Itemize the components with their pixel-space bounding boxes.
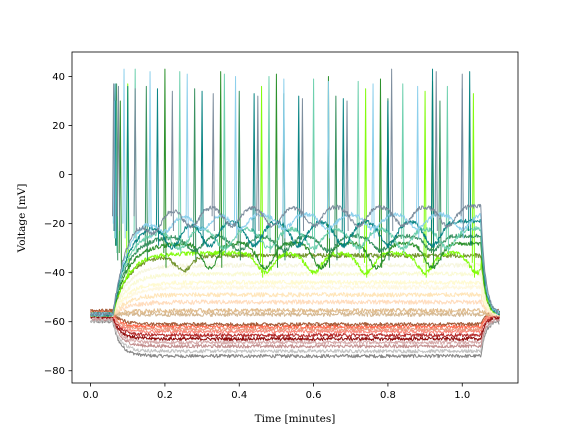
y-tick-label: 40	[52, 72, 65, 83]
y-tick-label: 0	[59, 170, 65, 181]
y-tick-label: −20	[44, 219, 65, 230]
x-axis-label: Time [minutes]	[255, 413, 336, 425]
voltage-trace-7	[90, 312, 500, 334]
voltage-trace-24	[90, 68, 500, 317]
plot-frame	[71, 51, 519, 384]
voltage-trace-17	[90, 271, 500, 317]
x-tick-label: 0.2	[157, 390, 173, 401]
voltage-trace-4	[90, 315, 500, 345]
voltage-trace-11	[90, 311, 500, 318]
x-tick-label: 0.0	[83, 390, 99, 401]
y-tick-label: −60	[44, 317, 65, 328]
voltage-trace-14	[90, 292, 500, 318]
voltage-trace-10	[90, 308, 500, 327]
y-tick-label: −40	[44, 268, 65, 279]
y-tick-label: 20	[52, 121, 65, 132]
voltage-trace-26	[90, 68, 500, 317]
voltage-trace-12	[90, 307, 500, 317]
voltage-trace-25	[90, 68, 500, 317]
voltage-trace-23	[90, 68, 500, 318]
x-tick-label: 0.8	[380, 390, 396, 401]
voltage-trace-1	[90, 319, 500, 359]
voltage-trace-15	[90, 284, 500, 318]
x-tick-label: 0.4	[231, 390, 247, 401]
x-tick-label: 1.0	[454, 390, 470, 401]
x-axis-ticks: 0.0 0.2 0.4 0.6 0.8 1.0	[83, 383, 470, 401]
voltage-trace-13	[90, 299, 500, 318]
voltage-trace-16	[90, 279, 500, 317]
voltage-trace-6	[90, 313, 500, 338]
x-tick-label: 0.6	[306, 390, 322, 401]
voltage-trace-3	[90, 317, 500, 349]
voltage-trace-5	[90, 314, 500, 342]
traces	[90, 68, 500, 359]
voltage-trace-2	[90, 318, 500, 354]
y-axis-label: Voltage [mV]	[16, 184, 28, 254]
voltage-trace-8	[90, 311, 500, 332]
voltage-trace-20	[90, 83, 500, 317]
plot-area	[71, 51, 519, 384]
y-tick-label: −80	[44, 366, 65, 377]
y-axis-ticks: −80 −60 −40 −20 0 20 40	[44, 72, 72, 377]
